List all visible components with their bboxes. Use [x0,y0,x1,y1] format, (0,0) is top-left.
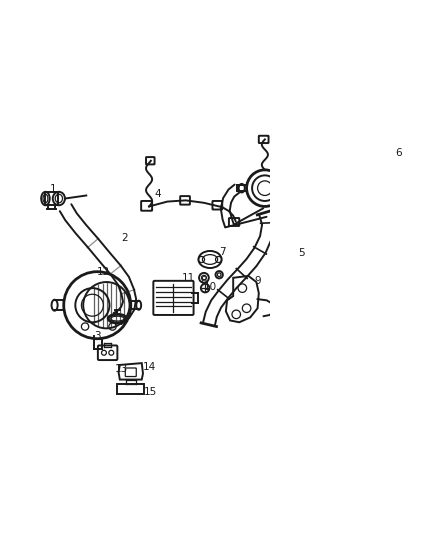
Text: 15: 15 [144,387,157,397]
Text: 8: 8 [201,276,207,286]
Text: 1: 1 [49,184,56,195]
Text: 11: 11 [182,273,195,283]
Text: 9: 9 [254,276,261,286]
Text: 5: 5 [298,248,305,259]
Text: 2: 2 [121,233,128,243]
Text: 14: 14 [142,362,155,373]
Text: 3: 3 [94,330,101,341]
Text: 6: 6 [396,148,403,158]
Text: 4: 4 [155,189,162,199]
Text: 7: 7 [219,247,226,256]
Text: 13: 13 [115,364,128,374]
Text: 10: 10 [204,282,216,292]
Text: 12: 12 [97,266,110,277]
